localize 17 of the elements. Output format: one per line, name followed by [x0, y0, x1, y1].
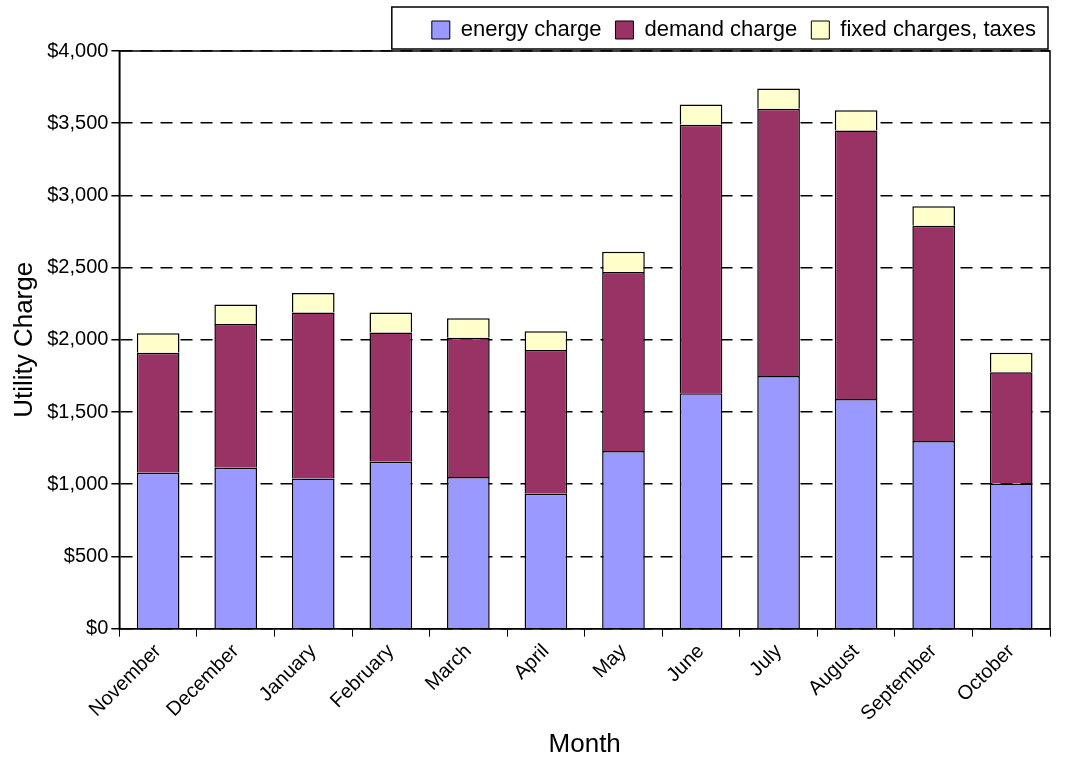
x-tick-label: July	[744, 639, 786, 681]
y-tick-label: $0	[86, 616, 109, 639]
y-tick-label: $3,000	[47, 182, 109, 205]
legend-label: demand charge	[644, 16, 798, 42]
y-tick-label: $500	[63, 543, 109, 566]
x-axis-title: Month	[548, 727, 621, 758]
y-tick-label: $2,000	[47, 327, 109, 350]
y-tick-label: $2,500	[47, 255, 109, 278]
legend-label: energy charge	[460, 16, 602, 42]
x-tick-label: June	[661, 639, 708, 686]
y-axis-title: Utility Charge	[7, 261, 38, 418]
y-tick-label: $4,000	[47, 38, 109, 61]
y-tick-label: $1,000	[47, 471, 109, 494]
y-tick-label: $3,500	[47, 110, 109, 133]
x-tick-label: May	[587, 639, 631, 682]
legend-label: fixed charges, taxes	[840, 16, 1037, 42]
y-tick-label: $1,500	[47, 399, 109, 422]
